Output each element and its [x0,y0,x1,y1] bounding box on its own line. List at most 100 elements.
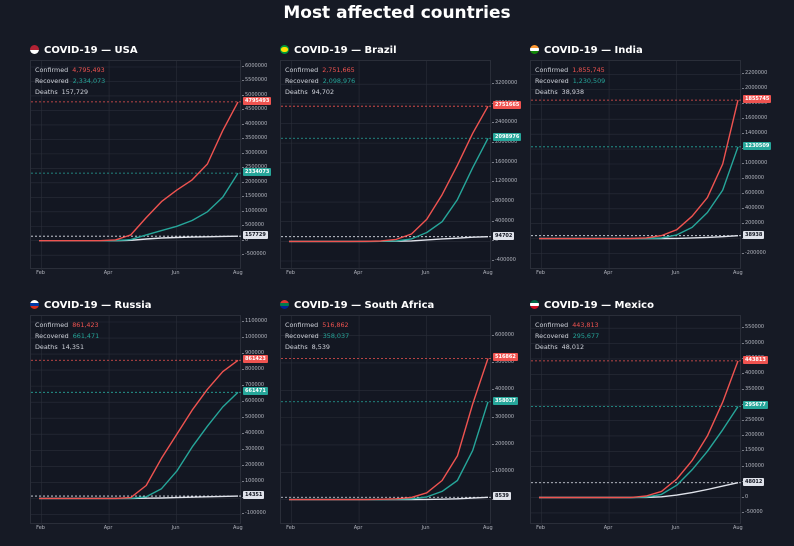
y-tick-mark [492,416,494,418]
y-tick-label: 800000 [245,366,265,373]
y-tick-mark [242,80,244,82]
in-flag-icon [530,45,539,54]
y-tick-label: 550000 [745,324,765,331]
y-tick-mark [242,123,244,125]
y-tick-label: 800000 [745,174,765,181]
x-tick-label: Jun [171,270,180,276]
confirmed-last-value-badge: 861423 [243,355,268,364]
chart-card: COVID-19 — Russia Confirmed 861,423 Recover… [30,297,272,531]
y-tick-label: 1600000 [745,115,768,122]
y-tick-mark [242,196,244,198]
chart-plot [31,61,242,270]
y-tick-label: 4500000 [245,106,268,113]
x-tick-label: Aug [232,270,243,276]
legend-value: 1,855,745 [572,66,605,74]
x-tick-label: Aug [482,270,493,276]
y-tick-label: 1600000 [495,158,518,165]
x-tick-label: Feb [286,525,295,531]
y-tick-label: 6000000 [245,63,268,69]
chart-title-text: COVID-19 — South Africa [294,300,435,311]
y-tick-mark [242,449,244,451]
chart-panel[interactable]: Confirmed 443,813 Recovered 295,677 Deaths 48… [530,315,742,525]
recovered-last-value-badge: 1230509 [743,141,772,150]
y-tick-mark [492,240,494,242]
chart-legend: Confirmed 4,795,493 Recovered 2,334,073 Deat… [35,65,105,99]
deaths-last-value-badge: 157729 [243,231,268,240]
legend-confirmed: Confirmed 443,813 [535,320,599,331]
y-tick-label: 100000 [745,462,765,469]
y-tick-mark [242,465,244,467]
y-tick-mark [742,388,744,390]
legend-label: Deaths [285,88,308,97]
chart-card: COVID-19 — India Confirmed 1,855,745 Recove… [530,42,772,276]
y-tick-label: 3200000 [495,80,518,87]
y-tick-mark [242,138,244,140]
legend-confirmed: Confirmed 4,795,493 [35,65,105,76]
y-tick-label: 700000 [245,382,265,389]
y-tick-mark [742,118,744,120]
br-flag-icon [280,45,289,54]
legend-recovered: Recovered 358,037 [285,331,349,342]
x-tick-label: Aug [732,270,743,276]
x-tick-label: Apr [353,270,363,276]
legend-value: 94,702 [311,88,335,97]
x-tick-label: Feb [36,525,45,531]
legend-deaths: Deaths 157,729 [35,87,105,98]
za-flag-icon [280,300,289,309]
chart-title: COVID-19 — Mexico [530,297,772,315]
y-tick-mark [492,334,494,336]
chart-plot [531,316,742,525]
y-tick-label: 600000 [245,398,265,405]
legend-label: Recovered [285,77,319,86]
y-tick-mark [242,385,244,387]
y-axis: 6000005000004000003000002000001000000516… [492,315,522,524]
page-title: Most affected countries [283,3,511,23]
y-tick-label: 2500000 [245,164,267,170]
legend-label: Confirmed [535,66,569,74]
legend-value: 661,471 [72,332,100,341]
legend-recovered: Recovered 2,334,073 [35,76,105,87]
y-tick-label: 400000 [495,386,515,393]
y-tick-label: 300000 [245,446,265,453]
y-tick-mark [242,369,244,371]
x-tick-label: Feb [286,270,295,276]
deaths-last-value-badge: 14351 [243,491,265,500]
legend-label: Deaths [35,343,58,352]
deaths-series-line [539,482,739,499]
y-tick-label: 400000 [245,430,265,437]
x-tick-label: Jun [421,525,430,531]
y-tick-mark [242,94,244,96]
y-tick-label: 1200000 [495,178,518,185]
x-tick-label: Jun [421,270,430,276]
chart-panel[interactable]: Confirmed 4,795,493 Recovered 2,334,073 Deat… [30,60,242,270]
y-tick-label: 2000000 [745,85,768,92]
chart-panel[interactable]: Confirmed 861,423 Recovered 661,471 Deaths 14… [30,315,242,525]
y-tick-mark [242,321,244,322]
y-tick-label: 5500000 [245,77,268,84]
y-tick-mark [742,496,744,498]
legend-value: 2,751,665 [322,66,355,74]
y-tick-mark [492,161,494,163]
y-tick-label: 2000000 [495,139,518,146]
legend-value: 8,539 [311,343,330,352]
y-tick-label: 2400000 [495,119,518,126]
y-tick-mark [742,465,744,467]
legend-recovered: Recovered 295,677 [535,331,599,342]
legend-value: 38,938 [561,88,585,97]
y-tick-label: 150000 [745,447,765,454]
confirmed-series-line [539,360,739,499]
y-tick-mark [242,167,244,169]
recovered-last-value-badge: 358037 [493,396,518,405]
y-tick-label: 1000000 [245,207,268,214]
legend-confirmed: Confirmed 861,423 [35,320,99,331]
chart-panel[interactable]: Confirmed 2,751,665 Recovered 2,098,976 Deat… [280,60,492,270]
y-tick-mark [742,373,744,375]
chart-panel[interactable]: Confirmed 1,855,745 Recovered 1,230,509 Deat… [530,60,742,270]
legend-label: Deaths [535,343,558,352]
y-tick-label: 400000 [745,370,765,377]
y-tick-mark [492,471,494,473]
chart-panel[interactable]: Confirmed 516,862 Recovered 358,037 Deaths 8,… [280,315,492,525]
y-tick-mark [742,177,744,179]
recovered-series-line [289,401,489,501]
legend-deaths: Deaths 38,938 [535,87,605,98]
